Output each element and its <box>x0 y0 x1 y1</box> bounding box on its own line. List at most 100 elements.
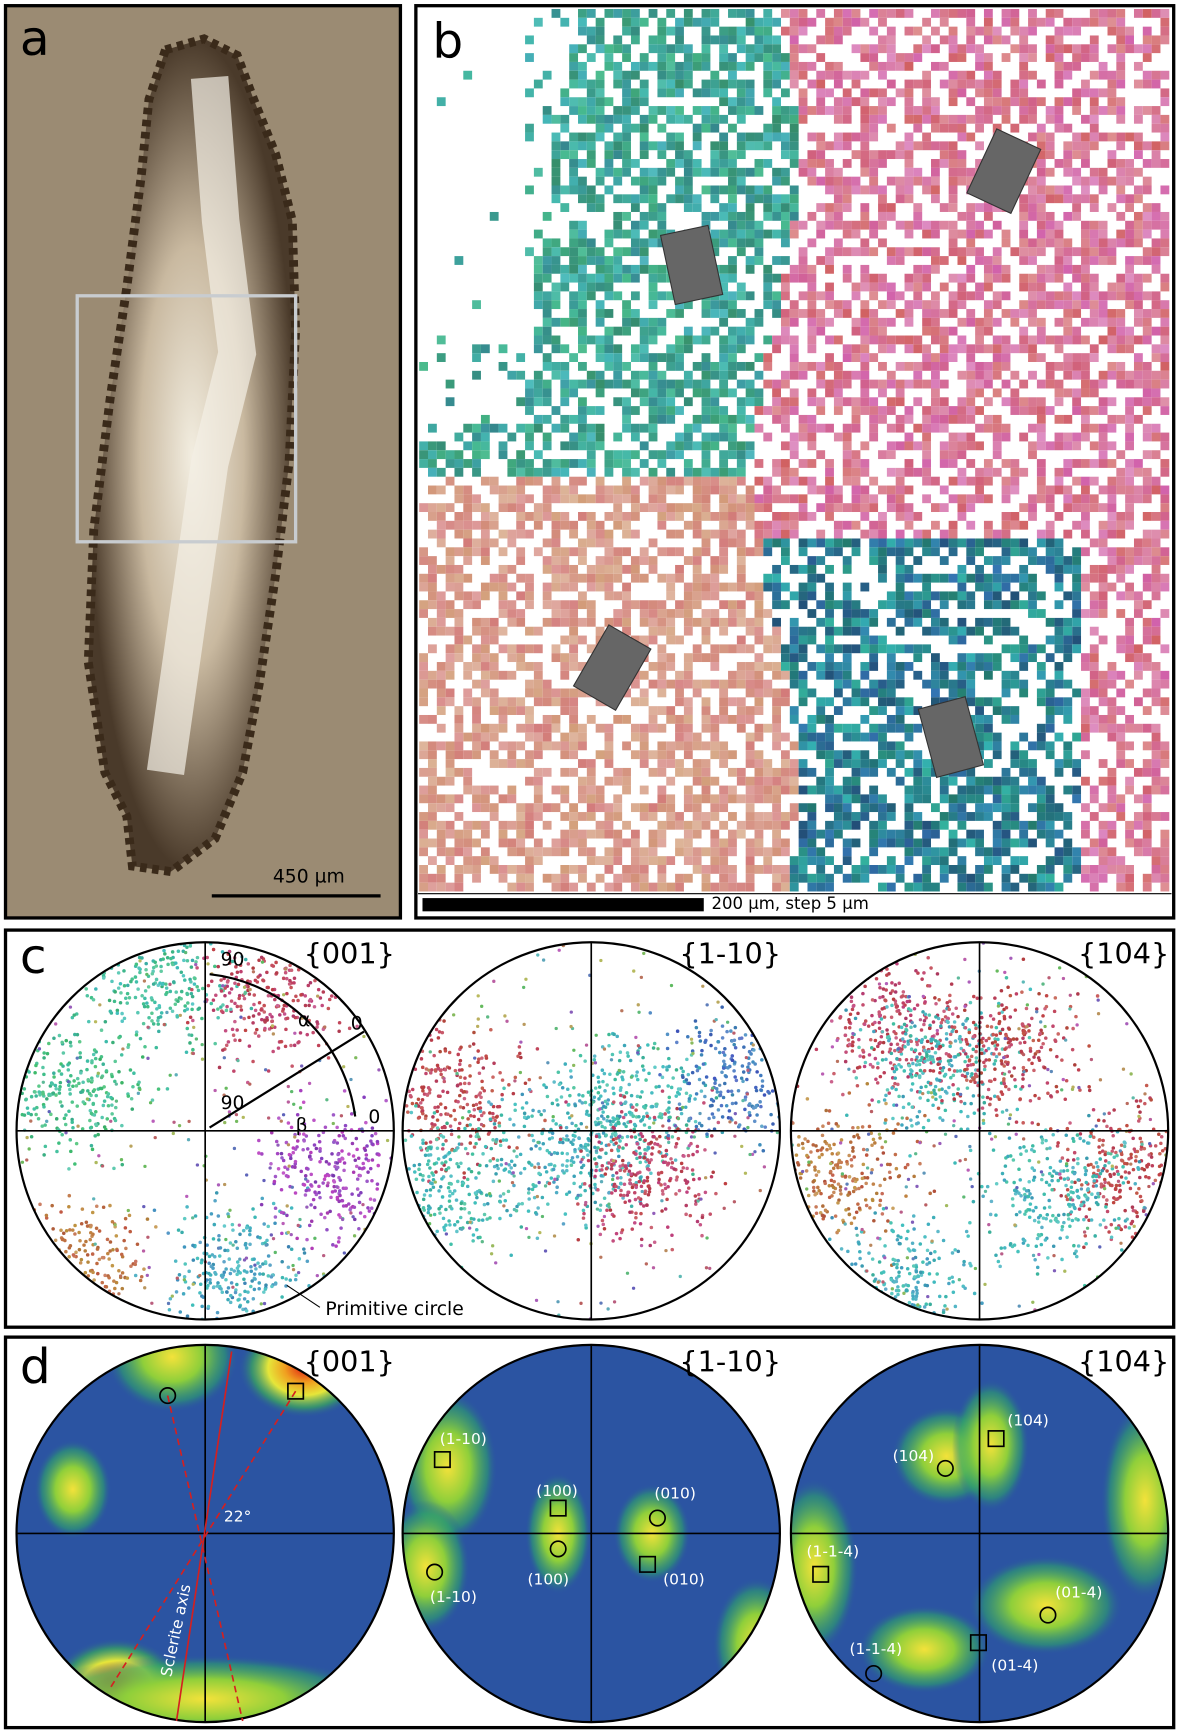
map-pixel <box>1090 874 1099 883</box>
map-pixel <box>525 803 534 812</box>
map-pixel <box>587 583 596 592</box>
map-pixel <box>957 44 966 53</box>
map-pixel <box>905 547 914 556</box>
map-pixel <box>896 671 905 680</box>
map-pixel <box>613 397 622 406</box>
map-pixel <box>825 212 834 221</box>
map-pixel <box>640 177 649 186</box>
map-pixel <box>896 177 905 186</box>
map-pixel <box>1072 88 1081 97</box>
map-pixel <box>560 459 569 468</box>
map-pixel <box>428 768 437 777</box>
map-pixel <box>552 600 561 609</box>
map-pixel <box>446 803 455 812</box>
map-pixel <box>446 830 455 839</box>
map-pixel <box>966 839 975 848</box>
map-pixel <box>869 733 878 742</box>
map-pixel <box>587 141 596 150</box>
map-pixel <box>1055 636 1064 645</box>
map-pixel <box>684 600 693 609</box>
map-pixel <box>613 115 622 124</box>
map-pixel <box>825 759 834 768</box>
map-pixel <box>1099 724 1108 733</box>
map-pixel <box>1116 724 1125 733</box>
map-pixel <box>834 212 843 221</box>
map-pixel <box>905 9 914 18</box>
map-pixel <box>728 300 737 309</box>
map-pixel <box>684 680 693 689</box>
map-pixel <box>984 53 993 62</box>
map-pixel <box>790 106 799 115</box>
map-pixel <box>746 194 755 203</box>
map-pixel <box>816 88 825 97</box>
map-pixel <box>569 812 578 821</box>
map-pixel <box>922 283 931 292</box>
map-pixel <box>913 283 922 292</box>
map-pixel <box>649 327 658 336</box>
map-pixel <box>710 733 719 742</box>
map-pixel <box>1072 141 1081 150</box>
map-pixel <box>596 18 605 27</box>
map-pixel <box>552 653 561 662</box>
map-pixel <box>1072 547 1081 556</box>
map-pixel <box>940 353 949 362</box>
map-pixel <box>1002 530 1011 539</box>
map-pixel <box>896 565 905 574</box>
map-pixel <box>799 741 808 750</box>
map-pixel <box>781 203 790 212</box>
map-pixel <box>878 794 887 803</box>
map-pixel <box>516 644 525 653</box>
map-pixel <box>1037 591 1046 600</box>
map-pixel <box>878 185 887 194</box>
map-pixel <box>657 18 666 27</box>
map-pixel <box>763 274 772 283</box>
map-pixel <box>1099 609 1108 618</box>
map-pixel <box>1116 80 1125 89</box>
map-pixel <box>843 627 852 636</box>
map-pixel <box>975 565 984 574</box>
map-pixel <box>993 618 1002 627</box>
map-pixel <box>1028 803 1037 812</box>
map-pixel <box>1055 9 1064 18</box>
map-pixel <box>843 371 852 380</box>
map-pixel <box>525 724 534 733</box>
map-pixel <box>825 741 834 750</box>
map-pixel <box>666 662 675 671</box>
map-pixel <box>834 141 843 150</box>
map-pixel <box>552 141 561 150</box>
map-pixel <box>428 741 437 750</box>
map-pixel <box>1160 459 1169 468</box>
map-pixel <box>587 336 596 345</box>
map-pixel <box>649 318 658 327</box>
map-pixel <box>860 812 869 821</box>
map-pixel <box>799 865 808 874</box>
map-pixel <box>657 547 666 556</box>
map-pixel <box>825 203 834 212</box>
pole-point <box>195 985 199 989</box>
map-pixel <box>852 494 861 503</box>
map-pixel <box>1125 274 1134 283</box>
map-pixel <box>649 336 658 345</box>
map-pixel <box>957 883 966 892</box>
map-pixel <box>552 609 561 618</box>
map-pixel <box>578 80 587 89</box>
map-pixel <box>710 662 719 671</box>
map-pixel <box>781 380 790 389</box>
map-pixel <box>913 600 922 609</box>
map-pixel <box>781 9 790 18</box>
map-pixel <box>1072 194 1081 203</box>
map-pixel <box>763 521 772 530</box>
map-pixel <box>543 618 552 627</box>
map-pixel <box>878 724 887 733</box>
map-pixel <box>569 441 578 450</box>
map-pixel <box>1143 883 1152 892</box>
map-pixel <box>896 750 905 759</box>
map-pixel <box>746 212 755 221</box>
map-pixel <box>596 283 605 292</box>
map-pixel <box>640 689 649 698</box>
map-pixel <box>843 177 852 186</box>
map-pixel <box>543 441 552 450</box>
map-pixel <box>578 291 587 300</box>
map-pixel <box>649 768 658 777</box>
map-pixel <box>481 424 490 433</box>
